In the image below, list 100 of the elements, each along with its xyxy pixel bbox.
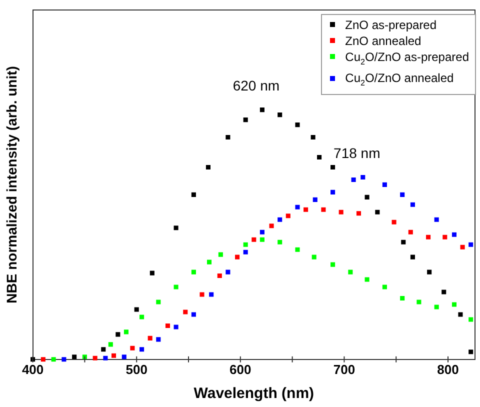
point: [400, 192, 405, 197]
point: [269, 224, 274, 228]
point: [156, 337, 161, 342]
point: [375, 210, 380, 214]
point: [140, 347, 144, 352]
point: [278, 217, 282, 222]
point: [200, 292, 204, 297]
point: [468, 242, 474, 247]
point: [252, 237, 256, 242]
point: [452, 302, 457, 307]
point: [92, 356, 98, 360]
point: [416, 300, 422, 304]
point: [243, 242, 248, 247]
point: [348, 270, 353, 274]
point: [408, 230, 413, 234]
point: [226, 270, 230, 274]
point: [400, 296, 405, 301]
point: [364, 277, 370, 282]
point: [101, 347, 106, 352]
point: [434, 217, 439, 222]
point: [191, 270, 196, 274]
legend-label: Cu$_{2}$O/ZnO annealed: [345, 71, 454, 88]
point: [410, 254, 415, 260]
point: [321, 207, 326, 212]
point: [330, 164, 336, 170]
point: [382, 182, 387, 187]
point: [122, 354, 126, 360]
x-tick-label: 600: [230, 362, 252, 377]
legend-label: ZnO annealed: [345, 34, 422, 48]
point: [260, 230, 264, 234]
point: [278, 240, 282, 244]
point: [72, 354, 77, 360]
point: [260, 237, 264, 242]
point: [174, 284, 178, 290]
point: [426, 234, 431, 240]
point: [217, 274, 222, 278]
point: [382, 284, 387, 290]
point: [82, 354, 87, 360]
point: [243, 118, 248, 122]
point: [460, 244, 465, 250]
point: [260, 108, 264, 112]
point: [226, 135, 230, 140]
point: [108, 342, 113, 347]
x-tick-label: 800: [437, 362, 459, 377]
point: [150, 270, 154, 276]
point: [148, 336, 152, 340]
point: [410, 202, 415, 207]
point: [191, 192, 196, 197]
point: [295, 247, 300, 252]
point: [130, 346, 135, 350]
point: [286, 214, 290, 218]
x-tick-label: 400: [22, 362, 44, 377]
point: [235, 254, 240, 260]
point: [295, 122, 300, 128]
point: [427, 270, 432, 274]
point: [51, 357, 56, 362]
point: [442, 290, 446, 294]
point: [295, 204, 300, 210]
y-axis-title: NBE normalized intensity (arb. unit): [3, 66, 20, 304]
point: [360, 174, 366, 180]
point: [304, 207, 308, 212]
point: [312, 254, 316, 260]
point: [134, 307, 139, 312]
point: [209, 292, 214, 297]
point: [468, 317, 474, 322]
point: [401, 240, 406, 244]
point: [458, 312, 463, 317]
point: [62, 357, 66, 362]
x-axis-title: Wavelength (nm): [194, 385, 314, 402]
point: [310, 135, 316, 140]
point: [452, 232, 457, 237]
point: [392, 220, 396, 224]
point: [338, 210, 344, 214]
point: [156, 300, 161, 304]
x-tick-label: 500: [126, 362, 148, 377]
point: [312, 197, 318, 202]
point: [356, 211, 362, 216]
point: [191, 312, 196, 317]
point: [140, 314, 144, 320]
point: [351, 177, 356, 182]
annotation: 718 nm: [334, 145, 380, 162]
point: [330, 190, 336, 194]
point: [434, 304, 439, 310]
point: [243, 250, 248, 254]
point: [218, 252, 223, 257]
point: [112, 353, 116, 358]
point: [442, 234, 448, 240]
point: [330, 262, 336, 267]
point: [116, 332, 120, 337]
point: [206, 260, 212, 264]
annotation: 620 nm: [232, 78, 280, 94]
point: [183, 310, 188, 314]
point: [124, 330, 128, 334]
point: [174, 226, 178, 230]
legend-label: ZnO as-prepared: [345, 18, 437, 32]
x-tick-label: 700: [333, 362, 356, 377]
point: [468, 350, 474, 354]
point: [40, 357, 46, 362]
point: [165, 323, 170, 328]
point: [206, 164, 210, 170]
